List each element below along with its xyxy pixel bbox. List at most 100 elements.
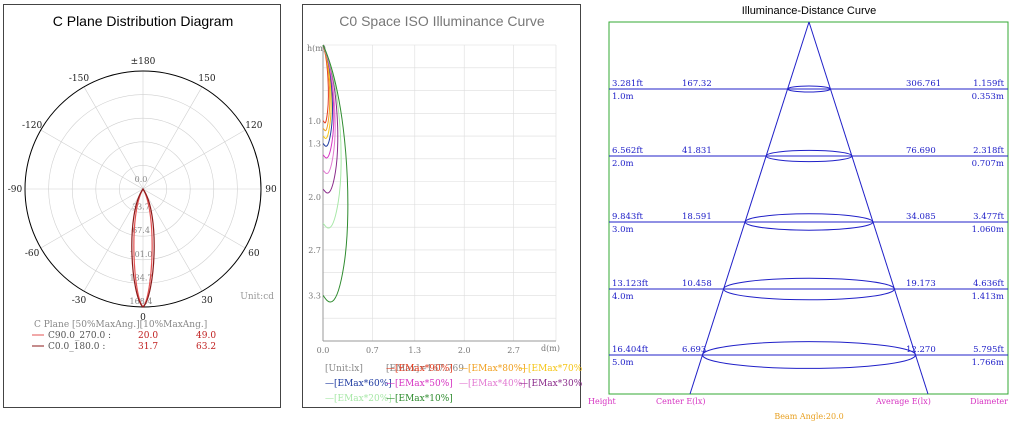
polar-angle-label: 90 (265, 185, 277, 195)
polar-chart: C Plane Distribution Diagram Unit:cd C P… (8, 13, 277, 352)
polar-ring (95, 141, 191, 237)
beam-ellipse (723, 277, 895, 301)
polar-ring (48, 94, 238, 284)
iso-y-tick: 1.3 (308, 140, 321, 149)
distance-chart: Illuminance-Distance Curve Height Center… (588, 5, 1009, 421)
iso-y-tick: 2.0 (308, 193, 321, 202)
iso-panel: C0 Space ISO Illuminance Curve h(m) d(m)… (302, 4, 582, 408)
row-diameter-ft: 1.159ft (973, 79, 1004, 89)
polar-legend-header: C Plane [50%MaxAng.][10%MaxAng.] (34, 320, 207, 330)
iso-x-tick: 0.7 (366, 346, 379, 355)
row-center-e: 41.831 (682, 146, 712, 156)
row-center-e: 10.458 (682, 279, 712, 289)
beam-ellipse (787, 85, 831, 93)
iso-legend-item: —[EMax*50%] (386, 379, 453, 389)
iso-curve-70 (322, 44, 332, 139)
iso-legend-item: —[EMax*60%] (325, 379, 392, 389)
footer-average-label: Average E(lx) (875, 397, 931, 406)
polar-radial-label: 0.0 (135, 175, 148, 184)
row-diameter-ft: 5.795ft (973, 345, 1004, 355)
row-height-ft: 13.123ft (612, 279, 649, 289)
polar-spoke (142, 129, 246, 190)
beam-ellipse (765, 149, 853, 163)
iso-legend-item: —[EMax*70%] (519, 364, 582, 374)
polar-title: C Plane Distribution Diagram (53, 13, 234, 29)
polar-angle-label: -30 (72, 296, 87, 306)
row-height-m: 2.0m (612, 159, 634, 169)
iso-x-tick: 2.0 (458, 346, 471, 355)
iso-y-tick: 3.3 (308, 291, 321, 300)
polar-spoke (83, 86, 144, 190)
polar-ring (71, 117, 215, 261)
polar-ring (119, 165, 167, 213)
row-center-e: 18.591 (682, 212, 712, 222)
row-diameter-m: 1.060m (972, 225, 1004, 235)
beam-ellipse (701, 341, 917, 369)
iso-title: C0 Space ISO Illuminance Curve (339, 13, 545, 29)
polar-angle-label: ±180 (131, 57, 156, 67)
row-height-ft: 3.281ft (612, 79, 643, 89)
polar-lobe-1 (131, 187, 155, 308)
iso-y-tick: 2.7 (308, 246, 321, 255)
cone-right-edge (808, 21, 929, 395)
iso-y-tick: 1.0 (308, 117, 321, 126)
iso-unit-label: [Unit:lx] (325, 364, 363, 374)
polar-radial-label: 67.4 (132, 226, 150, 235)
row-diameter-ft: 3.477ft (973, 212, 1004, 222)
polar-spoke (83, 188, 144, 292)
row-height-m: 4.0m (612, 292, 634, 302)
polar-angle-label: 150 (198, 74, 215, 84)
polar-radial-label: 134.7 (130, 273, 153, 282)
polar-legend-name: C90.0_270.0 : (48, 331, 111, 341)
row-diameter-m: 0.707m (972, 159, 1004, 169)
polar-legend: C90.0_270.0 : 20.0 49.0 C0.0_180.0 : 31.7 63.… (32, 331, 216, 352)
iso-legend-item: —[EMax*30%] (519, 379, 582, 389)
row-diameter-m: 0.353m (972, 92, 1004, 102)
row-diameter-m: 1.766m (972, 358, 1004, 368)
polar-spoke (142, 188, 203, 292)
row-average-e: 19.173 (906, 279, 936, 289)
polar-angle-label: -120 (22, 121, 42, 131)
row-height-m: 5.0m (612, 358, 634, 368)
iso-legend-item: —[EMax*10%] (386, 394, 453, 404)
row-center-e: 6.693 (682, 345, 706, 355)
footer-diameter-label: Diameter (970, 397, 1008, 406)
iso-curve-20 (322, 44, 342, 229)
iso-curve-10 (322, 44, 349, 303)
distance-frame (608, 21, 1009, 395)
polar-spoke (142, 86, 203, 190)
polar-legend-v10: 49.0 (196, 331, 216, 341)
cone-left-edge (689, 21, 810, 395)
iso-curve-80 (322, 44, 331, 132)
iso-legend: —[EMax*90%] —[EMax*80%]—[EMax*70%] —[EMax*… (325, 364, 582, 404)
polar-angle-label: 120 (245, 121, 262, 131)
row-height-ft: 6.562ft (612, 146, 643, 156)
iso-x-axis-label: d(m) (541, 344, 560, 353)
polar-angle-label: 0 (140, 313, 146, 323)
polar-spoke (40, 188, 144, 249)
polar-unit-label: Unit:cd (240, 292, 274, 302)
iso-legend-item: —[EMax*40%] (459, 379, 526, 389)
row-average-e: 34.085 (906, 212, 936, 222)
row-average-e: 306.761 (906, 79, 941, 89)
row-height-ft: 16.404ft (612, 345, 649, 355)
polar-angle-label: 60 (248, 249, 260, 259)
row-height-m: 1.0m (612, 92, 634, 102)
polar-legend-v50: 31.7 (138, 342, 158, 352)
iso-x-tick: 2.7 (507, 346, 520, 355)
iso-x-tick: 1.3 (408, 346, 421, 355)
polar-panel: C Plane Distribution Diagram Unit:cd C P… (3, 4, 281, 408)
iso-legend-item: —[EMax*90%] (386, 364, 453, 374)
beam-angle-label: Beam Angle:20.0 (774, 412, 843, 421)
polar-legend-name: C0.0_180.0 : (48, 342, 105, 352)
polar-angle-label: -150 (69, 74, 89, 84)
polar-radial-label: 33.7 (132, 203, 150, 212)
iso-chart: C0 Space ISO Illuminance Curve h(m) d(m)… (307, 13, 582, 404)
iso-grid (322, 44, 557, 342)
polar-spoke (142, 188, 246, 249)
iso-curve-40 (322, 44, 336, 175)
iso-x-tick: 0.0 (317, 346, 330, 355)
distance-panel: Illuminance-Distance Curve Height Center… (584, 0, 1012, 429)
polar-radial-label: 101.0 (130, 250, 153, 259)
polar-angle-label: -90 (8, 185, 23, 195)
